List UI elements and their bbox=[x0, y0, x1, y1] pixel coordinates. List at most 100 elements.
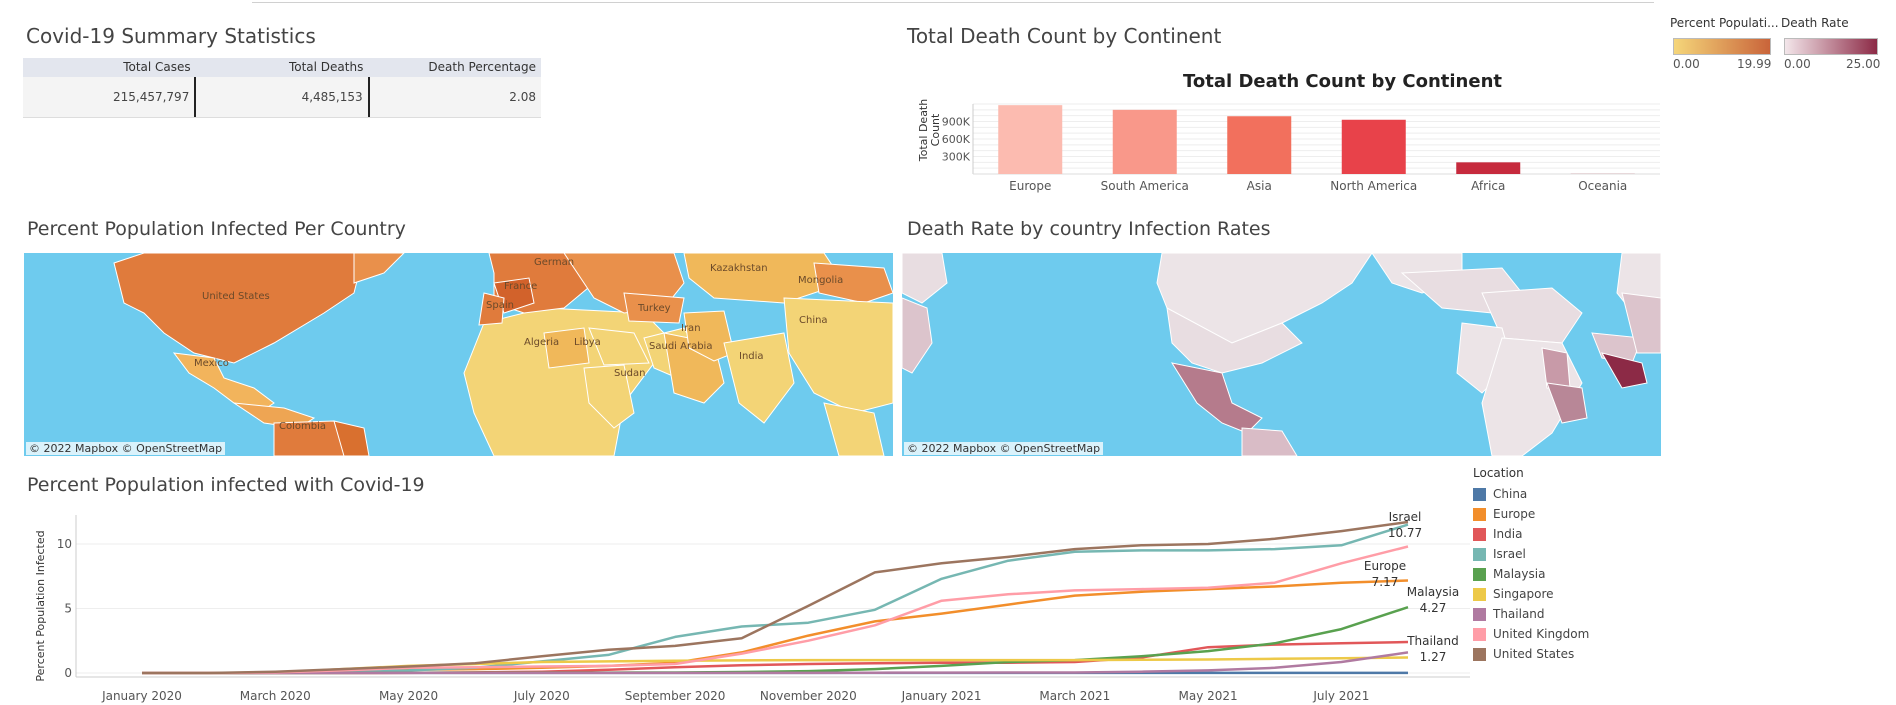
series-line-thailand bbox=[142, 651, 1409, 675]
legend-swatch bbox=[1473, 607, 1486, 621]
bar-africa bbox=[1456, 162, 1521, 174]
legend-swatch bbox=[1473, 507, 1486, 521]
legend-label: United States bbox=[1493, 647, 1575, 661]
location-legend: Location China Europe India Israel Malaysia S… bbox=[1473, 466, 1589, 664]
infection-line-chart: 0 5 10 January 2020 March 2020 May 2020 July 2… bbox=[57, 510, 1470, 703]
legend-swatch bbox=[1473, 567, 1486, 581]
map-label-kazakhstan: Kazakhstan bbox=[710, 263, 768, 274]
legend-swatch bbox=[1473, 587, 1486, 601]
map-label-colombia: Colombia bbox=[279, 421, 326, 432]
infected-map[interactable]: United States Mexico Colombia Kazakhstan… bbox=[24, 253, 893, 456]
bar-y-tick-label: 300K bbox=[942, 151, 971, 164]
legend-item-singapore[interactable]: Singapore bbox=[1473, 584, 1589, 604]
map-label-india: India bbox=[739, 351, 764, 362]
legend-swatch bbox=[1473, 527, 1486, 541]
legend-item-china[interactable]: China bbox=[1473, 484, 1589, 504]
map-label-mongolia: Mongolia bbox=[798, 275, 844, 286]
header-total-cases: Total Cases bbox=[123, 60, 191, 74]
bar-europe bbox=[998, 105, 1063, 174]
continent-section-title: Total Death Count by Continent bbox=[907, 24, 1222, 48]
percent-legend-gradient[interactable] bbox=[1673, 38, 1771, 55]
legend-label: Israel bbox=[1493, 547, 1526, 561]
summary-title: Covid-19 Summary Statistics bbox=[26, 24, 316, 48]
continent-bar-chart: 300K 600K 900K Europe South America Asia North… bbox=[942, 103, 1660, 193]
bar-y-tick-label: 600K bbox=[942, 133, 971, 146]
map-label-iran: Iran bbox=[681, 323, 701, 334]
map-label-algeria: Algeria bbox=[524, 337, 560, 348]
infected-map-shapes bbox=[113, 253, 893, 456]
legend-label: India bbox=[1493, 527, 1523, 541]
line-section-title: Percent Population infected with Covid-1… bbox=[27, 474, 425, 496]
death-legend-max: 25.00 bbox=[1846, 57, 1881, 71]
bar-category-label: South America bbox=[1101, 179, 1189, 193]
annotation-value: 4.27 bbox=[1420, 601, 1447, 615]
line-x-tick-label: March 2020 bbox=[240, 689, 311, 703]
annotation-name: Israel bbox=[1389, 510, 1422, 524]
bar-y-tick-label: 900K bbox=[942, 116, 971, 129]
summary-table: Total Cases Total Deaths Death Percentag… bbox=[23, 58, 541, 118]
line-x-tick-label: July 2020 bbox=[513, 689, 570, 703]
legend-item-malaysia[interactable]: Malaysia bbox=[1473, 564, 1589, 584]
map-label-sudan: Sudan bbox=[614, 368, 646, 379]
death-rate-map[interactable]: © 2022 Mapbox © OpenStreetMap bbox=[902, 253, 1661, 456]
legend-label: China bbox=[1493, 487, 1528, 501]
bar-asia bbox=[1227, 116, 1292, 174]
legend-item-israel[interactable]: Israel bbox=[1473, 544, 1589, 564]
death-legend-min: 0.00 bbox=[1784, 57, 1811, 71]
bar-category-label: North America bbox=[1330, 179, 1417, 193]
legend-item-united-states[interactable]: United States bbox=[1473, 644, 1589, 664]
line-x-tick-label: January 2020 bbox=[101, 689, 182, 703]
value-total-deaths: 4,485,153 bbox=[196, 77, 370, 117]
line-x-tick-label: November 2020 bbox=[760, 689, 857, 703]
percent-legend-min: 0.00 bbox=[1673, 57, 1700, 71]
annotation-value: 7.17 bbox=[1372, 575, 1399, 589]
line-x-tick-label: September 2020 bbox=[625, 689, 726, 703]
bar-north-america bbox=[1341, 119, 1406, 174]
summary-table-header: Total Cases Total Deaths Death Percentag… bbox=[23, 58, 541, 77]
legend-label: Thailand bbox=[1493, 607, 1545, 621]
annotation-name: Europe bbox=[1364, 559, 1406, 573]
line-x-tick-label: January 2021 bbox=[901, 689, 982, 703]
header-death-percentage: Death Percentage bbox=[428, 60, 537, 74]
legend-item-europe[interactable]: Europe bbox=[1473, 504, 1589, 524]
continent-chart-title: Total Death Count by Continent bbox=[1183, 71, 1502, 92]
bar-category-label: Africa bbox=[1471, 179, 1505, 193]
value-death-percentage: 2.08 bbox=[509, 90, 536, 104]
map-label-germany: German bbox=[534, 257, 575, 268]
line-x-tick-label: May 2020 bbox=[379, 689, 438, 703]
map-label-mexico: Mexico bbox=[194, 358, 229, 369]
header-total-deaths: Total Deaths bbox=[288, 60, 364, 74]
bar-category-label: Oceania bbox=[1578, 179, 1627, 193]
legend-label: Europe bbox=[1493, 507, 1536, 521]
infected-map-attribution[interactable]: © 2022 Mapbox © OpenStreetMap bbox=[26, 442, 226, 455]
annotation-name: Thailand bbox=[1406, 634, 1459, 648]
series-line-united-kingdom bbox=[142, 545, 1409, 675]
map-label-united-states: United States bbox=[202, 291, 270, 302]
death-map-title: Death Rate by country Infection Rates bbox=[907, 218, 1271, 240]
line-x-tick-label: May 2021 bbox=[1179, 689, 1238, 703]
legend-swatch bbox=[1473, 647, 1486, 661]
series-line-united-states bbox=[142, 520, 1409, 675]
legend-label: United Kingdom bbox=[1493, 627, 1590, 641]
legend-label: Singapore bbox=[1493, 587, 1554, 601]
death-legend-title: Death Rate bbox=[1781, 16, 1849, 30]
annotation-value: 10.77 bbox=[1388, 526, 1422, 540]
legend-item-united-kingdom[interactable]: United Kingdom bbox=[1473, 624, 1589, 644]
line-x-tick-label: March 2021 bbox=[1039, 689, 1110, 703]
legend-item-india[interactable]: India bbox=[1473, 524, 1589, 544]
map-label-china: China bbox=[799, 315, 828, 326]
death-map-attribution[interactable]: © 2022 Mapbox © OpenStreetMap bbox=[904, 442, 1104, 455]
legend-swatch bbox=[1473, 627, 1486, 641]
series-line-malaysia bbox=[142, 606, 1409, 675]
map-label-spain: Spain bbox=[486, 300, 514, 311]
location-legend-list: China Europe India Israel Malaysia Singapore T… bbox=[1473, 484, 1589, 664]
value-total-cases: 215,457,797 bbox=[23, 77, 197, 117]
infected-map-title: Percent Population Infected Per Country bbox=[27, 218, 406, 240]
legend-swatch bbox=[1473, 487, 1486, 501]
top-divider bbox=[252, 2, 1654, 3]
death-legend-gradient[interactable] bbox=[1784, 38, 1878, 55]
map-label-saudi-arabia: Saudi Arabia bbox=[649, 341, 713, 352]
map-label-libya: Libya bbox=[574, 337, 601, 348]
annotation-value: 1.27 bbox=[1420, 650, 1447, 664]
legend-item-thailand[interactable]: Thailand bbox=[1473, 604, 1589, 624]
